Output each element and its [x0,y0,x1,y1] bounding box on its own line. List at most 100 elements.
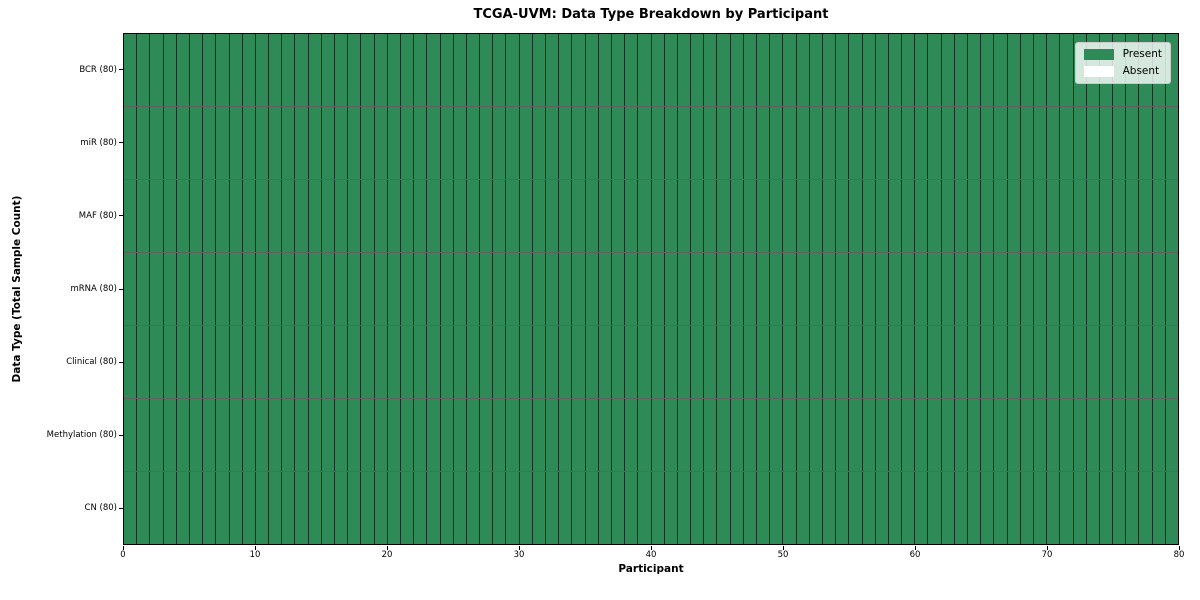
heatmap-cell [1086,399,1100,471]
y-tick-label: miR (80) [80,137,117,148]
heatmap-cell [875,472,889,544]
heatmap-cell [400,107,415,179]
heatmap-cell [1047,34,1061,106]
heatmap-cell [809,253,823,325]
heatmap-cell [1033,34,1048,106]
heatmap-cell [308,472,322,544]
x-axis-label: Participant [618,563,684,575]
heatmap-cell [189,472,204,544]
heatmap-cell [1033,107,1048,179]
heatmap-cell [941,472,955,544]
heatmap-cell [1165,253,1178,325]
heatmap-cell [440,34,454,106]
heatmap-cell [269,326,283,398]
heatmap-cell [1073,107,1087,179]
heatmap-cell [862,34,876,106]
heatmap-cell [308,253,322,325]
heatmap-cell [638,180,652,252]
heatmap-cell [321,326,335,398]
x-tick-mark [914,546,916,550]
heatmap-cell [783,399,797,471]
y-tick-mark [119,288,123,290]
heatmap-cell [1033,399,1048,471]
heatmap-cell [664,180,678,252]
heatmap-cell [888,34,903,106]
heatmap-cell [770,472,784,544]
heatmap-cell [506,107,520,179]
heatmap-cell [730,399,744,471]
heatmap-cell [941,180,955,252]
heatmap-cell [480,472,494,544]
heatmap-cell [585,472,599,544]
heatmap-cell [757,326,771,398]
heatmap-cell [981,107,995,179]
heatmap-cell [704,107,718,179]
heatmap-cell [796,34,810,106]
heatmap-cell [216,180,230,252]
heatmap-cell [242,180,256,252]
heatmap-cell [519,399,533,471]
heatmap-cell [124,399,138,471]
heatmap-cell [242,34,256,106]
heatmap-cell [506,180,520,252]
heatmap-cell [348,253,362,325]
heatmap-cell [506,399,520,471]
heatmap-cell [1139,399,1153,471]
heatmap-cell [295,34,309,106]
heatmap-cell [295,326,309,398]
heatmap-cell [981,34,995,106]
heatmap-cell [1073,253,1087,325]
heatmap-cell [400,180,415,252]
heatmap-cell [770,180,784,252]
heatmap-cell [862,326,876,398]
x-tick-mark [386,546,388,550]
heatmap-cell [915,180,929,252]
legend-swatch [1083,49,1114,60]
x-tick-label: 50 [777,550,789,560]
heatmap-cell [730,326,744,398]
heatmap-cell [625,326,639,398]
heatmap-cell [862,472,876,544]
heatmap-cell [585,180,599,252]
heatmap-cell [282,34,296,106]
heatmap-cell [163,472,177,544]
heatmap-cell [704,180,718,252]
heatmap-cell [743,253,757,325]
heatmap-cell [321,34,335,106]
heatmap-cell [229,253,243,325]
heatmap-cell [493,34,507,106]
heatmap-cell [730,180,744,252]
heatmap-cell [664,472,678,544]
heatmap-cell [677,107,692,179]
heatmap-cell [387,107,401,179]
heatmap-cell [150,107,164,179]
heatmap-cell [1126,180,1140,252]
heatmap-cell [453,107,467,179]
heatmap-cell [691,34,705,106]
heatmap-cell [414,253,428,325]
heatmap-cell [427,34,441,106]
heatmap-cell [1139,107,1153,179]
heatmap-cell [757,253,771,325]
heatmap-cell [836,399,850,471]
heatmap-cell [150,326,164,398]
y-tick-mark [119,507,123,509]
heatmap-cell [717,399,731,471]
heatmap-cell [189,107,204,179]
heatmap-cell [189,180,204,252]
heatmap-cell [282,253,296,325]
heatmap-cell [519,107,533,179]
heatmap-cell [968,472,982,544]
heatmap-cell [374,180,388,252]
heatmap-cell [387,34,401,106]
heatmap-cell [651,253,665,325]
heatmap-cell [611,34,626,106]
heatmap-cell [1047,326,1061,398]
heatmap-cell [1152,107,1166,179]
heatmap-cell [770,253,784,325]
heatmap-cell [611,180,626,252]
heatmap-cell [1020,472,1034,544]
heatmap-cell [374,326,388,398]
heatmap-cell [862,180,876,252]
heatmap-cell [163,180,177,252]
